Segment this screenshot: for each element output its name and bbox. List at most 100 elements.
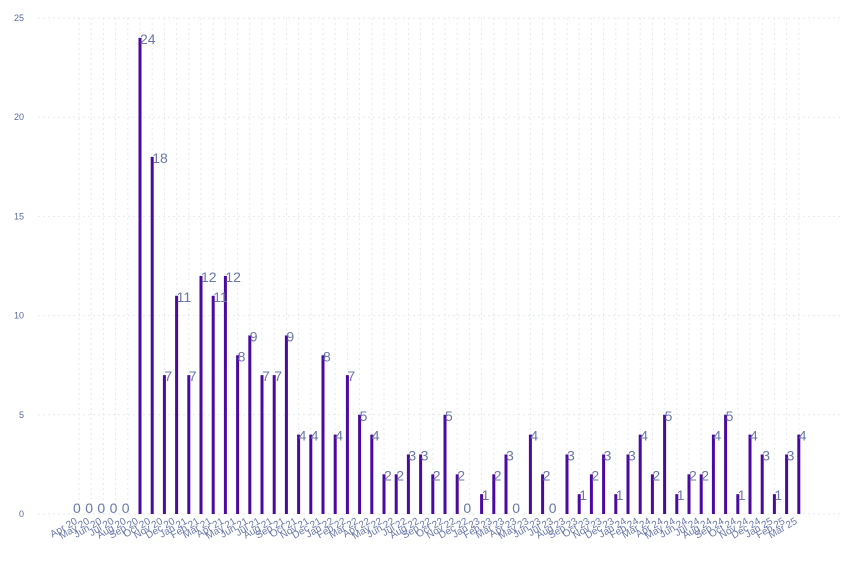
- bar: [492, 474, 496, 514]
- data-label: 4: [640, 428, 648, 444]
- data-label: 8: [323, 348, 331, 364]
- data-label: 3: [421, 447, 429, 463]
- bar: [309, 434, 313, 514]
- bar: [736, 494, 740, 514]
- bar: [638, 434, 642, 514]
- bar: [541, 474, 545, 514]
- bar: [236, 355, 240, 514]
- data-label: 2: [689, 467, 697, 483]
- data-label: 11: [177, 289, 192, 305]
- bar: [797, 434, 801, 514]
- data-label: 4: [311, 428, 319, 444]
- data-label: 0: [85, 500, 93, 516]
- bar: [748, 434, 752, 514]
- data-label: 9: [286, 328, 294, 344]
- data-label: 11: [213, 289, 228, 305]
- bar: [687, 474, 691, 514]
- data-label: 1: [579, 487, 587, 503]
- data-label: 2: [591, 467, 599, 483]
- bar: [187, 375, 191, 514]
- bar: [455, 474, 459, 514]
- data-label: 3: [787, 447, 795, 463]
- data-label: 7: [164, 368, 172, 384]
- bar: [138, 37, 142, 515]
- bar: [480, 494, 484, 514]
- data-label: 1: [738, 487, 746, 503]
- grid-lines: [38, 17, 840, 515]
- bar: [565, 454, 569, 514]
- data-label: 5: [360, 408, 368, 424]
- bar: [614, 494, 618, 514]
- bar: [297, 434, 301, 514]
- data-label: 5: [665, 408, 673, 424]
- data-label: 4: [713, 428, 721, 444]
- data-label: 12: [201, 269, 217, 285]
- bar: [175, 295, 179, 514]
- y-tick-label: 25: [14, 13, 24, 23]
- y-tick-label: 5: [19, 410, 24, 420]
- bar: [345, 375, 349, 514]
- bar: [419, 454, 423, 514]
- data-label: 4: [335, 428, 343, 444]
- data-label: 24: [140, 31, 156, 47]
- bar: [260, 375, 264, 514]
- y-tick-label: 0: [19, 509, 24, 519]
- data-label: 3: [604, 447, 612, 463]
- data-label: 4: [750, 428, 758, 444]
- data-label: 12: [225, 269, 241, 285]
- data-label: 0: [463, 500, 471, 516]
- data-label: 2: [701, 467, 709, 483]
- data-label: 8: [238, 348, 246, 364]
- bar: [724, 414, 728, 514]
- bar: [675, 494, 679, 514]
- bar: [223, 275, 227, 514]
- data-label: 4: [799, 428, 807, 444]
- bar: [785, 454, 789, 514]
- data-label: 3: [408, 447, 416, 463]
- data-label: 2: [494, 467, 502, 483]
- y-tick-label: 10: [14, 311, 24, 321]
- bar: [333, 434, 337, 514]
- y-tick-label: 20: [14, 112, 24, 122]
- bar: [772, 494, 776, 514]
- bar: [443, 414, 447, 514]
- bar: [589, 474, 593, 514]
- data-label: 2: [543, 467, 551, 483]
- bar: [406, 454, 410, 514]
- bar: [199, 275, 203, 514]
- data-label: 0: [122, 500, 130, 516]
- data-label: 1: [616, 487, 624, 503]
- data-label: 1: [482, 487, 490, 503]
- bar: [272, 375, 276, 514]
- bars: [138, 37, 801, 515]
- bar: [528, 434, 532, 514]
- data-label: 7: [262, 368, 270, 384]
- data-label: 3: [506, 447, 514, 463]
- data-label: 5: [726, 408, 734, 424]
- bar: [162, 375, 166, 514]
- data-label: 3: [567, 447, 575, 463]
- data-label: 0: [512, 500, 520, 516]
- bar: [602, 454, 606, 514]
- data-label: 2: [433, 467, 441, 483]
- data-label: 7: [347, 368, 355, 384]
- data-label: 3: [628, 447, 636, 463]
- bar: [626, 454, 630, 514]
- bar: [760, 454, 764, 514]
- bar: [248, 335, 252, 514]
- bar: [431, 474, 435, 514]
- bar: [382, 474, 386, 514]
- data-label: 5: [445, 408, 453, 424]
- data-label: 0: [110, 500, 118, 516]
- data-label: 2: [384, 467, 392, 483]
- data-label: 3: [762, 447, 770, 463]
- data-label: 1: [774, 487, 782, 503]
- data-label: 1: [677, 487, 685, 503]
- bar: [699, 474, 703, 514]
- data-label: 7: [189, 368, 197, 384]
- bar: [504, 454, 508, 514]
- data-label: 18: [152, 150, 168, 166]
- data-label: 2: [457, 467, 465, 483]
